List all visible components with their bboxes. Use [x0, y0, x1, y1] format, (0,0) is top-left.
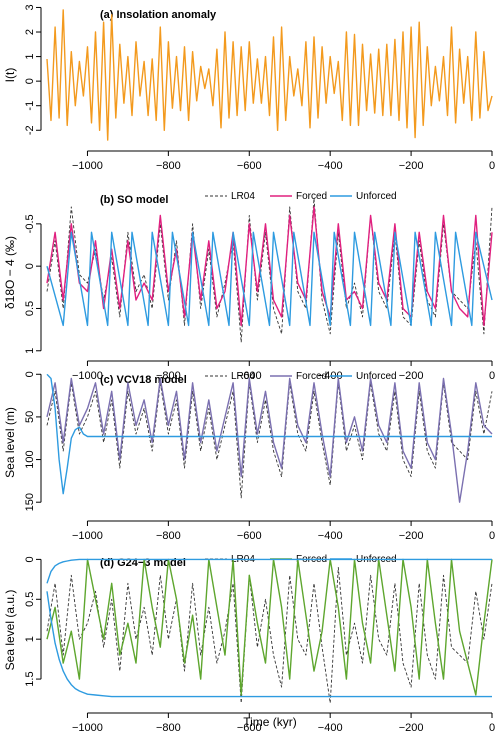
y-tick-label: 1.5 — [24, 671, 36, 686]
legend-entry: Forced — [296, 371, 327, 382]
panel-title: (c) VCV18 model — [100, 374, 187, 386]
y-tick-label: 0 — [24, 263, 36, 269]
legend-entry: Unforced — [356, 371, 397, 382]
x-axis-label: Time (kyr) — [243, 715, 297, 729]
panel-4: (d) G24−3 model LR04 Forced Unforced1.510.5… — [3, 554, 495, 731]
x-tick-label: −1000 — [72, 160, 103, 172]
y-tick-label: 100 — [24, 450, 36, 468]
y-tick-label: 0 — [24, 78, 36, 84]
y-tick-label: 0.5 — [24, 592, 36, 607]
y-tick-label: -0.5 — [24, 214, 36, 233]
series-line-forced-1 — [46, 206, 493, 327]
x-tick-label: −600 — [237, 530, 262, 542]
y-tick-label: 0 — [24, 556, 36, 562]
y-tick-label: 0.5 — [24, 301, 36, 316]
y-axis-label: Sea level (a.u.) — [3, 590, 17, 671]
y-tick-label: 2 — [24, 29, 36, 35]
legend-entry: Forced — [296, 191, 327, 202]
x-tick-label: 0 — [489, 722, 495, 731]
y-axis-label: I(t) — [3, 68, 17, 83]
series-line-unnamed-3 — [46, 591, 492, 698]
x-tick-label: −400 — [318, 160, 343, 172]
x-tick-label: −800 — [156, 530, 181, 542]
x-tick-label: −1000 — [72, 722, 103, 731]
x-tick-label: −1000 — [72, 530, 103, 542]
y-axis-label: δ18O − 4 (‰) — [3, 236, 17, 309]
series-line-forced-1 — [46, 558, 493, 696]
y-tick-label: 1 — [24, 54, 36, 60]
panel-title: (a) Insolation anomaly — [100, 9, 217, 21]
y-tick-label: -2 — [24, 125, 36, 135]
panel-2: (b) SO model LR04 Forced Unforced 1 0.5 0 -0.5 δ… — [3, 191, 495, 382]
x-tick-label: −200 — [399, 530, 424, 542]
panel-title: (b) SO model — [100, 194, 168, 206]
series-line-unnamed-0 — [46, 9, 493, 141]
panel-1: (a) Insolation anomaly -2 -1 0 1 2 3 I(t) −1000 −… — [3, 4, 495, 172]
legend-entry: Unforced — [356, 191, 397, 202]
x-tick-label: 0 — [489, 160, 495, 172]
y-tick-label: 0 — [24, 371, 36, 377]
y-tick-label: 1 — [24, 348, 36, 354]
panel-3: (c) VCV18 model LR04 Forced Unforced 150 100 5… — [3, 371, 495, 542]
series-line-unforced-2 — [46, 558, 492, 584]
legend-entry: LR04 — [231, 371, 255, 382]
legend-entry: LR04 — [231, 191, 255, 202]
series-line-unforced-2 — [46, 373, 492, 495]
y-tick-label: 150 — [24, 493, 36, 511]
series-line-forced-1 — [46, 377, 493, 503]
series-line-lr04-0 — [46, 198, 493, 343]
x-tick-label: −400 — [318, 722, 343, 731]
series-line-unforced-2 — [46, 231, 493, 327]
x-tick-label: −600 — [237, 722, 262, 731]
y-tick-label: 50 — [24, 411, 36, 423]
x-tick-label: 0 — [489, 530, 495, 542]
x-tick-label: −600 — [237, 160, 262, 172]
x-tick-label: −600 — [237, 370, 262, 382]
y-axis-label: Sea level (m) — [3, 407, 17, 478]
x-tick-label: −800 — [156, 722, 181, 731]
x-tick-label: −800 — [156, 370, 181, 382]
x-tick-label: −1000 — [72, 370, 103, 382]
y-tick-label: 1 — [24, 636, 36, 642]
x-tick-label: −200 — [399, 722, 424, 731]
x-tick-label: −200 — [399, 160, 424, 172]
x-tick-label: −800 — [156, 160, 181, 172]
y-tick-label: 3 — [24, 4, 36, 10]
series-line-lr04-0 — [46, 382, 493, 499]
x-tick-label: −200 — [399, 370, 424, 382]
y-tick-label: -1 — [24, 101, 36, 111]
x-tick-label: 0 — [489, 370, 495, 382]
series-line-lr04-0 — [46, 566, 493, 704]
x-tick-label: −400 — [318, 530, 343, 542]
